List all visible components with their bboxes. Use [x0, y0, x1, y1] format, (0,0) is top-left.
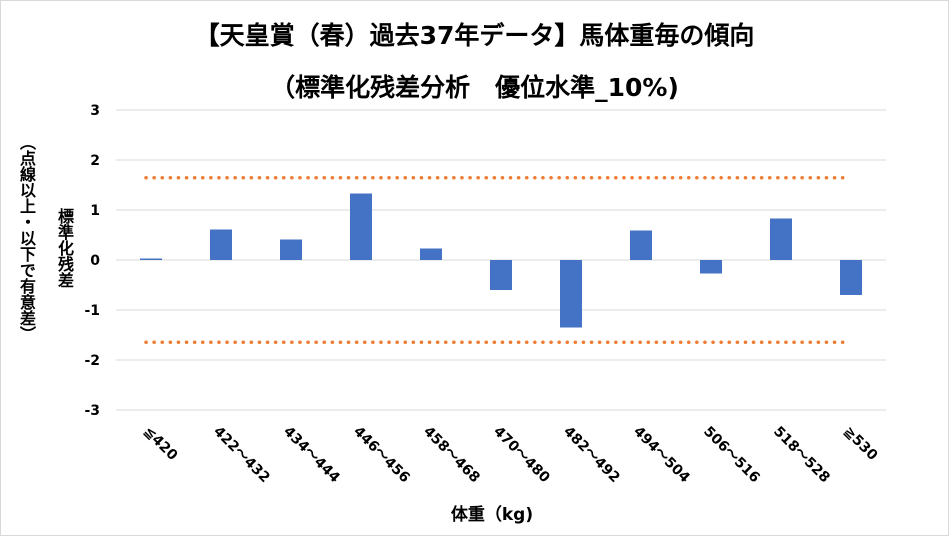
bar — [280, 239, 302, 260]
bar — [770, 218, 792, 260]
chart-subtitle: （標準化残差分析 優位水準_10%) — [270, 73, 679, 102]
bar — [560, 260, 582, 328]
x-tick-label: 506～516 — [700, 424, 763, 487]
y-axis-title-group: （点線以上・以下で有意差） 標準化残差 — [0, 120, 80, 390]
y-axis-note: （点線以上・以下で有意差） — [17, 134, 36, 342]
x-tick-label: 434～444 — [280, 424, 343, 487]
x-tick-label: 422～432 — [210, 424, 273, 487]
chart-title: 【天皇賞（春）過去37年データ】馬体重毎の傾向 — [194, 21, 755, 50]
bar — [840, 260, 862, 295]
x-tick-label: 446～456 — [350, 424, 413, 487]
bar — [700, 260, 722, 274]
bar — [210, 229, 232, 260]
y-tick-label: -1 — [84, 303, 100, 319]
y-tick-label: 0 — [90, 253, 100, 269]
bar — [490, 260, 512, 290]
x-tick-label: ≦420 — [140, 424, 180, 464]
x-tick-label: 458～468 — [420, 424, 483, 487]
y-tick-label: 1 — [90, 203, 100, 219]
y-axis-title: 標準化残差 — [55, 208, 74, 288]
y-tick-label: -3 — [84, 403, 100, 419]
y-tick-label: -2 — [84, 353, 100, 369]
x-tick-label: 482～492 — [560, 424, 623, 487]
bar — [420, 248, 442, 260]
bar — [630, 230, 652, 260]
y-tick-label: 2 — [90, 153, 100, 169]
x-tick-label: 518～528 — [770, 424, 833, 487]
bar — [350, 193, 372, 260]
x-tick-label: ≧530 — [840, 424, 880, 464]
x-axis-title: 体重（kg) — [451, 504, 533, 525]
x-tick-label: 494～504 — [630, 424, 693, 487]
y-tick-label: 3 — [90, 103, 100, 119]
x-tick-label: 470～480 — [490, 424, 553, 487]
bar — [140, 258, 162, 260]
